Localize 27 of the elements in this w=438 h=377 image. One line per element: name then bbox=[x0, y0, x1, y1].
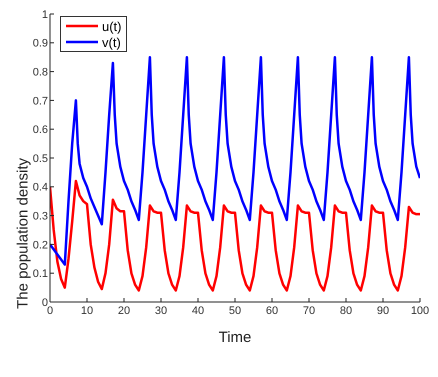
y-tick-label: 0.8 bbox=[32, 66, 48, 79]
y-tick-label: 0.2 bbox=[32, 239, 48, 252]
legend-label: u(t) bbox=[102, 18, 122, 34]
y-tick-label: 1 bbox=[42, 8, 48, 21]
y-tick-label: 0 bbox=[42, 296, 48, 309]
x-tick-label: 50 bbox=[228, 304, 242, 317]
y-tick-label: 0.9 bbox=[32, 38, 48, 50]
x-tick-label: 10 bbox=[80, 304, 94, 317]
y-tick-label: 0.7 bbox=[32, 95, 48, 108]
x-tick-label: 30 bbox=[154, 304, 168, 317]
y-tick-label: 0.5 bbox=[32, 152, 48, 165]
line-series bbox=[50, 180, 420, 292]
y-tick-label: 0.1 bbox=[32, 268, 48, 280]
legend-label: v(t) bbox=[102, 34, 121, 50]
x-tick-label: 60 bbox=[266, 304, 278, 317]
y-tick-label: 0.3 bbox=[32, 210, 48, 223]
x-tick-label: 70 bbox=[302, 304, 316, 317]
x-tick-label: 40 bbox=[192, 304, 204, 317]
x-tick-label: 90 bbox=[376, 304, 390, 317]
y-tick-label: 0.6 bbox=[32, 124, 48, 136]
x-tick-label: 80 bbox=[340, 304, 352, 317]
x-axis-title: Time bbox=[218, 329, 252, 346]
x-tick-label: 100 bbox=[410, 304, 430, 317]
line-series bbox=[50, 56, 420, 266]
y-tick-label: 0.4 bbox=[32, 182, 48, 194]
x-tick-label: 20 bbox=[118, 304, 130, 317]
y-axis-title: The population density bbox=[14, 158, 32, 309]
